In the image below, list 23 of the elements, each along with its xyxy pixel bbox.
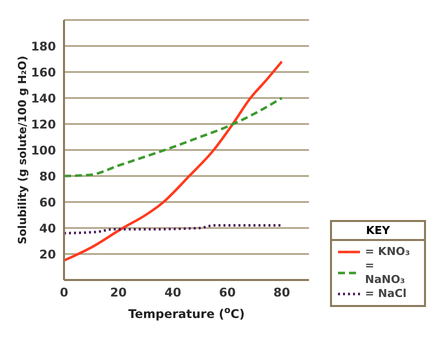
legend-title: KEY [332,222,424,241]
y-tick-label: 160 [30,65,56,80]
y-tick-label: 20 [39,247,56,262]
y-axis-title: Solubility (g solute/100 g H₂O) [16,56,29,244]
x-tick-label: 20 [110,286,127,300]
y-tick-label: 180 [30,39,56,54]
line-series [64,224,284,234]
line-series [64,60,284,262]
y-tick-label: 80 [39,169,56,184]
x-tick-label: 0 [60,286,68,300]
legend-label: = KNO₃ [365,245,410,259]
line-series [64,96,284,178]
legend-label: = NaNO₃ [364,259,406,287]
y-tick-label: 60 [39,195,56,210]
x-tick-label: 40 [164,286,182,300]
y-tick-label: 100 [30,143,56,158]
y-tick-label: 120 [30,117,56,132]
x-tick-label: 60 [218,286,236,300]
y-tick-label: 140 [30,91,56,106]
legend-label: = NaCl [365,287,407,301]
y-tick-label: 40 [39,221,56,236]
x-axis-title: Temperature ($^{o}$C) [128,306,245,321]
x-tick-label: 80 [273,286,290,300]
